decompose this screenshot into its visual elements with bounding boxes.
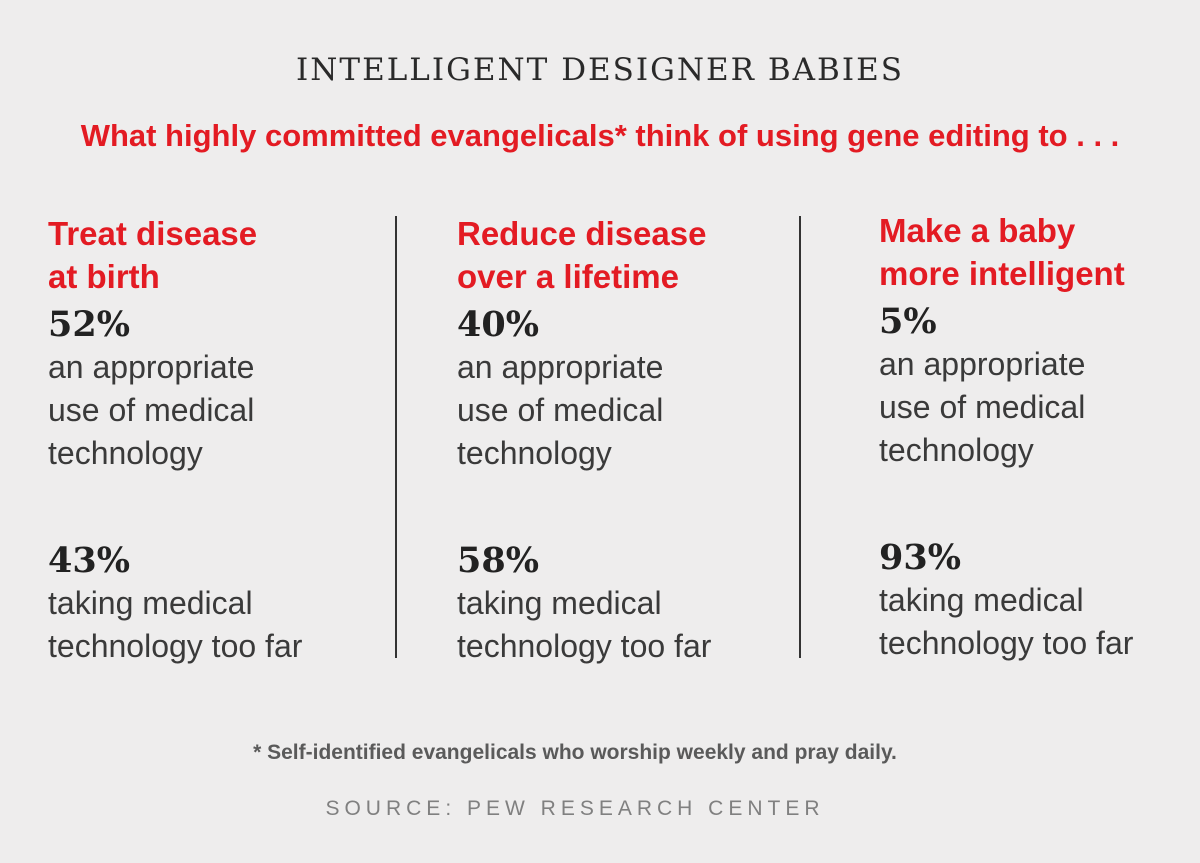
footnote: * Self-identified evangelicals who worsh… <box>253 741 897 764</box>
chart-title: INTELLIGENT DESIGNER BABIES <box>296 52 904 88</box>
too-far-value: 93% <box>879 537 961 578</box>
appropriate-value: 5% <box>879 301 937 342</box>
too-far-value: 43% <box>48 540 130 581</box>
too-far-block: 93% taking medical technology too far <box>879 531 1133 665</box>
appropriate-block: 5% an appropriate use of medical technol… <box>879 301 1200 472</box>
column-reduce-disease-over-lifetime: Reduce disease over a lifetime 40% an ap… <box>457 212 797 664</box>
column-divider <box>395 216 397 658</box>
appropriate-value: 40% <box>457 304 539 345</box>
appropriate-block: 52% an appropriate use of medical techno… <box>48 304 388 475</box>
column-heading: Treat disease at birth <box>48 215 258 295</box>
appropriate-label: an appropriate use of medical technology <box>879 346 1086 468</box>
appropriate-value: 52% <box>48 304 130 345</box>
appropriate-label: an appropriate use of medical technology <box>457 349 664 471</box>
too-far-value: 58% <box>457 540 539 581</box>
column-treat-disease-at-birth: Treat disease at birth 52% an appropriat… <box>48 212 388 664</box>
column-make-baby-more-intelligent: Make a baby more intelligent 5% an appro… <box>879 209 1200 661</box>
too-far-label: taking medical technology too far <box>457 585 712 664</box>
source-credit: SOURCE: PEW RESEARCH CENTER <box>325 797 825 820</box>
column-divider <box>799 216 801 658</box>
too-far-label: taking medical technology too far <box>48 585 303 664</box>
column-heading: Reduce disease over a lifetime <box>457 215 707 295</box>
too-far-block: 43% taking medical technology too far <box>48 534 302 668</box>
chart-subtitle: What highly committed evangelicals* thin… <box>80 118 1120 153</box>
appropriate-label: an appropriate use of medical technology <box>48 349 255 471</box>
column-heading: Make a baby more intelligent <box>879 212 1125 292</box>
too-far-label: taking medical technology too far <box>879 582 1134 661</box>
appropriate-block: 40% an appropriate use of medical techno… <box>457 304 797 475</box>
too-far-block: 58% taking medical technology too far <box>457 534 711 668</box>
